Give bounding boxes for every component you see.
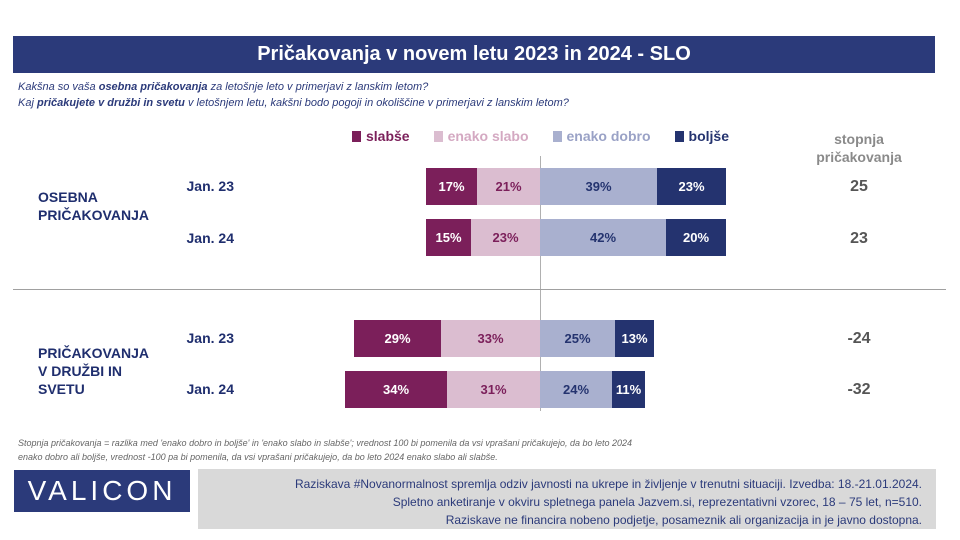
bar-segment-boljse-g0-r0: 23% — [657, 168, 726, 205]
info-line-3: Raziskave ne financira nobeno podjetje, … — [445, 513, 922, 527]
data-label: 25% — [564, 331, 591, 346]
data-label: 23% — [492, 230, 519, 245]
section-divider — [13, 289, 946, 290]
row-label-society-jan23: Jan. 23 — [186, 330, 234, 346]
data-label: 31% — [480, 382, 507, 397]
data-label: 17% — [438, 179, 465, 194]
legend-label-enako-dobro: enako dobro — [566, 128, 651, 144]
info-line-2: Spletno anketiranje v okviru spletnega p… — [392, 495, 922, 509]
legend-item-enako-dobro: enako dobro — [552, 128, 651, 144]
legend-label-slabse: slabše — [366, 128, 410, 144]
data-label: 21% — [495, 179, 522, 194]
score-society-jan23: -24 — [847, 330, 871, 347]
score-personal-jan24: 23 — [850, 230, 868, 247]
legend-item-enako-slabo: enako slabo — [433, 128, 529, 144]
score-personal-jan23: 25 — [850, 178, 868, 195]
info-box: Raziskava #Novanormalnost spremlja odziv… — [198, 469, 936, 529]
bar-segment-boljse-g1-r1: 11% — [612, 371, 645, 408]
legend-swatch-enako-dobro — [552, 130, 562, 142]
data-label: 29% — [384, 331, 411, 346]
legend-swatch-boljse — [674, 130, 684, 142]
bar-segment-enako_slabo-g0-r1: 23% — [471, 219, 540, 256]
bar-segment-boljse-g0-r1: 20% — [666, 219, 726, 256]
group-label-personal: OSEBNA PRIČAKOVANJA — [38, 189, 149, 223]
group-label-society: PRIČAKOVANJA V DRUŽBI IN SVETU — [38, 345, 149, 397]
question-society: Kaj pričakujete v družbi in svetu v leto… — [18, 97, 569, 109]
bar-segment-enako_slabo-g1-r1: 31% — [447, 371, 540, 408]
legend-item-slabse: slabše — [352, 128, 410, 144]
info-line-1: Raziskava #Novanormalnost spremlja odziv… — [295, 477, 922, 491]
legend-label-boljse: boljše — [688, 128, 729, 144]
page-title: Pričakovanja v novem letu 2023 in 2024 -… — [13, 36, 935, 73]
bar-segment-boljse-g1-r0: 13% — [615, 320, 654, 357]
bar-segment-enako_dobro-g0-r1: 42% — [540, 219, 666, 256]
stopnja-header: stopnja pričakovanja — [816, 131, 902, 165]
data-label: 39% — [585, 179, 612, 194]
data-label: 34% — [382, 382, 410, 397]
bar-segment-slabse-g0-r1: 15% — [426, 219, 471, 256]
data-label: 11% — [615, 382, 642, 397]
data-label: 13% — [621, 331, 648, 346]
data-label: 42% — [589, 230, 617, 245]
data-label: 23% — [678, 179, 705, 194]
legend-swatch-slabse — [352, 130, 361, 142]
bar-segment-slabse-g1-r1: 34% — [345, 371, 447, 408]
bar-segment-enako_dobro-g1-r0: 25% — [540, 320, 615, 357]
score-society-jan24: -32 — [847, 381, 871, 398]
center-axis-line — [540, 156, 541, 411]
row-label-personal-jan24: Jan. 24 — [186, 230, 234, 246]
row-label-society-jan24: Jan. 24 — [186, 381, 234, 397]
footnote: Stopnja pričakovanja = razlika med 'enak… — [18, 438, 632, 462]
bar-segment-slabse-g0-r0: 17% — [426, 168, 477, 205]
legend-swatch-enako-slabo — [433, 130, 443, 142]
bar-segment-enako_slabo-g0-r0: 21% — [477, 168, 540, 205]
data-label: 24% — [562, 382, 590, 397]
legend-label-enako-slabo: enako slabo — [447, 128, 529, 144]
data-label: 15% — [435, 230, 462, 245]
legend-item-boljse: boljše — [674, 128, 729, 144]
bar-segment-enako_slabo-g1-r0: 33% — [441, 320, 540, 357]
question-personal: Kakšna so vaša osebna pričakovanja za le… — [18, 81, 429, 93]
bar-segment-enako_dobro-g1-r1: 24% — [540, 371, 612, 408]
row-label-personal-jan23: Jan. 23 — [186, 178, 234, 194]
bar-segment-enako_dobro-g0-r0: 39% — [540, 168, 657, 205]
valicon-logo: VALICON — [14, 470, 190, 512]
data-label: 33% — [477, 331, 504, 346]
chart-legend: slabše enako slabo enako dobro boljše — [352, 128, 753, 144]
bar-segment-slabse-g1-r0: 29% — [354, 320, 441, 357]
data-label: 20% — [682, 230, 710, 245]
